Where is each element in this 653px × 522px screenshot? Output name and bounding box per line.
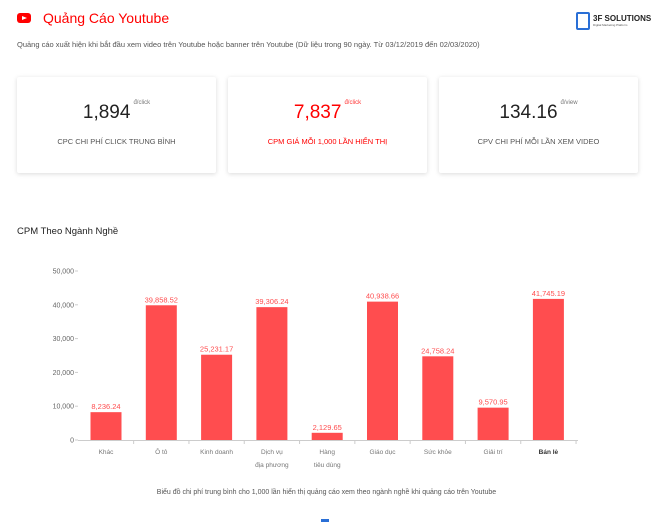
bar [145,305,177,440]
x-tick-label: Dịch vụ [261,449,283,456]
cpm-label: CPM GIÁ MỖI 1,000 LẦN HIỂN THỊ [267,137,388,146]
bar-data-label: 8,236.24 [91,402,120,411]
bar [532,298,564,440]
chart-title: CPM Theo Ngành Nghề [17,226,119,237]
y-tick-label: 40,000 [53,302,75,309]
bar [256,307,288,440]
bar-data-label: 40,938.66 [366,292,399,301]
bar-data-label: 2,129.65 [313,423,342,432]
bar-data-label: 39,858.52 [145,295,178,304]
bar [90,412,122,440]
x-tick-label: Kinh doanh [200,449,233,456]
bar [201,354,233,440]
scroll-indicator[interactable] [321,519,329,522]
bar-data-label: 9,570.95 [478,398,507,407]
page-title: Quảng Cáo Youtube [43,10,170,26]
y-tick-label: 0 [70,438,74,445]
logo-text: 3F SOLUTIONS [593,14,652,23]
bar-data-label: 41,745.19 [532,289,565,298]
x-tick-label: Giáo dục [369,449,396,456]
cpc-value: 1,894 [82,102,131,123]
cpv-card: 134.16 đ/view CPV CHI PHÍ MỖI LẦN XEM VID… [439,77,638,173]
bar [422,356,454,440]
logo-subtext: Digital Marketing Platform [593,23,628,27]
cpc-unit: đ/click [133,100,151,106]
y-tick-label: 30,000 [53,336,75,343]
cpv-label: CPV CHI PHÍ MỖI LẦN XEM VIDEO [477,137,600,146]
x-tick-label: Bán lẻ [539,449,559,456]
x-tick-label: địa phương [255,462,289,469]
bar-data-label: 24,758.24 [421,346,454,355]
cpv-unit: đ/view [560,100,578,106]
cpm-value: 7,837 [293,102,342,123]
y-tick-label: 50,000 [53,269,75,276]
cpc-label: CPC CHI PHÍ CLICK TRUNG BÌNH [57,137,176,146]
x-tick-label: Sức khỏe [424,448,452,456]
bar [367,301,398,440]
y-tick-label: 20,000 [53,370,75,377]
cpc-card: 1,894 đ/click CPC CHI PHÍ CLICK TRUNG BÌN… [17,77,216,173]
x-tick-label: Ô tô [155,447,168,456]
x-tick-label: Giải trí [484,449,503,456]
cpv-value: 134.16 [499,102,558,123]
bar-data-label: 39,306.24 [255,297,288,306]
page-header: Quảng Cáo Youtube [17,10,169,26]
x-tick-label: Hàng [319,449,335,456]
chart-caption: Biểu đồ chi phí trung bình cho 1,000 lần… [156,489,497,496]
bar [477,407,509,440]
bar-data-label: 25,231.17 [200,345,233,354]
y-tick-label: 10,000 [53,404,75,411]
cpm-card: 7,837 đ/click CPM GIÁ MỖI 1,000 LẦN HIỂN … [228,77,427,173]
logo-icon [576,12,590,30]
brand-logo[interactable]: 3F SOLUTIONS Digital Marketing Platform [576,12,651,30]
x-tick-label: Khác [99,449,115,456]
x-tick-label: tiêu dùng [314,462,341,469]
page-subtitle: Quảng cáo xuất hiện khi bắt đầu xem vide… [17,40,480,49]
bar [311,432,343,440]
cpm-unit: đ/click [344,100,362,106]
youtube-icon [17,13,31,23]
